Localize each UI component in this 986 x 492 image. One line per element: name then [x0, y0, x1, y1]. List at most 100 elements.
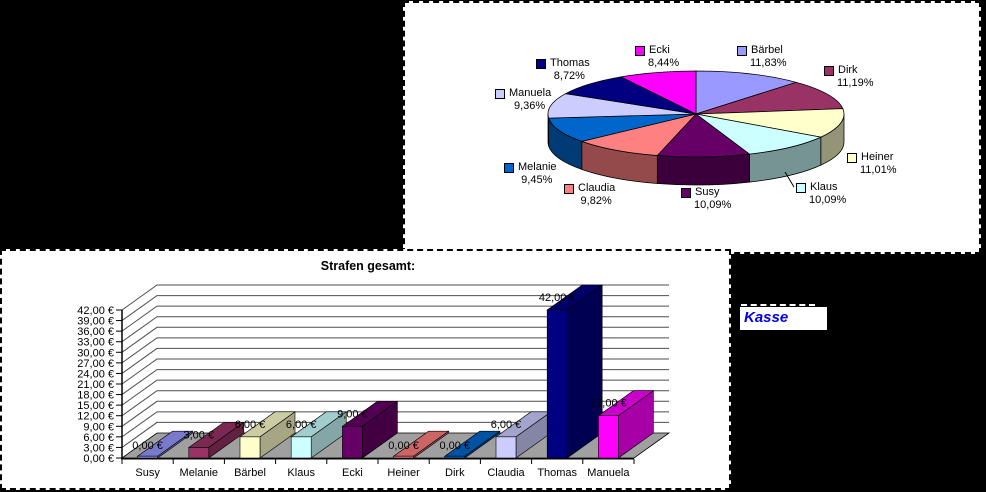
bar-value-label: 0,00 €: [440, 440, 471, 452]
y-tick-label: 0,00 €: [83, 453, 114, 465]
gridline: [121, 326, 669, 353]
x-category-label: Claudia: [487, 467, 525, 479]
pie-label-percent: 11,01%: [860, 164, 897, 176]
y-tick-label: 12,00 €: [77, 411, 114, 423]
pie-data-label[interactable]: Thomas 8,72%: [536, 57, 590, 83]
pie-data-label[interactable]: Dirk 11,19%: [824, 64, 874, 90]
pie-label-percent: 10,09%: [694, 199, 732, 211]
y-tick-label: 39,00 €: [77, 316, 114, 328]
y-tick-label: 24,00 €: [77, 368, 114, 380]
legend-marker: [737, 45, 747, 56]
legend-marker: [796, 182, 806, 193]
pie-label-name: Claudia: [578, 182, 616, 194]
pie-label-name: Melanie: [518, 161, 557, 173]
y-tick-label: 30,00 €: [77, 347, 114, 359]
pie-chart-object[interactable]: Bärbel 11,83% Dirk 11,19% Heiner 11,01% Klaus 1…: [403, 1, 981, 254]
pie-slice[interactable]: [695, 70, 798, 115]
bar-side-face[interactable]: [566, 284, 603, 459]
bar-value-label: 6,00 €: [286, 419, 317, 431]
gridline: [121, 400, 669, 427]
bar-column[interactable]: [188, 447, 210, 459]
x-category-label: Melanie: [180, 467, 219, 479]
gridline: [121, 379, 669, 406]
bar-column[interactable]: [290, 436, 312, 459]
gridline: [121, 421, 669, 448]
gridline: [121, 358, 669, 385]
bar-chart-title: Strafen gesamt:: [321, 259, 415, 273]
pie-data-label[interactable]: Heiner 11,01%: [847, 151, 897, 177]
y-tick-label: 36,00 €: [77, 326, 114, 338]
y-tick-label: 21,00 €: [77, 379, 114, 391]
gridline: [121, 390, 669, 417]
pie-label-name: Bärbel: [751, 44, 783, 56]
pie-data-label[interactable]: Klaus 10,09%: [796, 181, 846, 207]
pie-label-percent: 11,19%: [837, 77, 874, 89]
selection-ants: [741, 304, 815, 306]
y-tick-label: 6,00 €: [83, 432, 114, 444]
legend-marker: [564, 183, 574, 194]
legend-marker: [635, 45, 645, 56]
y-tick-label: 3,00 €: [83, 442, 114, 454]
gridline: [121, 295, 669, 321]
pie-data-label[interactable]: Claudia 9,82%: [564, 182, 615, 208]
x-category-label: Dirk: [445, 467, 465, 479]
pie-label-percent: 9,36%: [514, 100, 546, 112]
bar-column[interactable]: [444, 455, 466, 459]
bar-value-label: 6,00 €: [491, 419, 522, 431]
bar-column[interactable]: [546, 309, 568, 459]
pie-slice[interactable]: [656, 113, 751, 158]
bar-chart-object[interactable]: Strafen gesamt: 0,00 €3,00 €6,00 €9,00 €…: [0, 249, 731, 490]
bar-value-label: 12,00 €: [590, 398, 627, 410]
pie-data-label[interactable]: Melanie 9,45%: [504, 161, 557, 187]
pie-slice[interactable]: [695, 81, 844, 115]
pie-label-leader-line: [784, 171, 795, 188]
pie-data-label[interactable]: Susy 10,09%: [681, 186, 731, 212]
x-category-label: Klaus: [287, 467, 315, 479]
pie-label-percent: 10,09%: [809, 194, 847, 206]
pie-slice[interactable]: [695, 113, 823, 155]
pie-slice[interactable]: [695, 108, 845, 138]
pie-label-name: Susy: [695, 186, 720, 198]
kasse-label: Kasse: [744, 309, 789, 326]
gridline: [121, 305, 669, 332]
pie-label-name: Thomas: [550, 57, 590, 69]
pie-data-label[interactable]: Ecki 8,44%: [635, 44, 679, 70]
pie-label-name: Manuela: [509, 87, 552, 99]
bar-column[interactable]: [342, 425, 363, 459]
bar-column[interactable]: [137, 455, 158, 459]
pie-label-percent: 11,83%: [750, 57, 787, 69]
y-tick-label: 33,00 €: [77, 337, 114, 349]
kasse-cell[interactable]: Kasse: [740, 307, 827, 330]
legend-marker: [681, 187, 691, 198]
pie-slice[interactable]: [619, 70, 697, 115]
pie-data-label[interactable]: Bärbel 11,83%: [737, 44, 787, 70]
bar-value-label: 0,00 €: [388, 440, 419, 452]
pie-slice[interactable]: [547, 93, 697, 119]
bar-value-label: 42,00 €: [539, 292, 576, 304]
pie-label-percent: 8,72%: [553, 70, 585, 82]
bar-value-label: 9,00 €: [337, 408, 368, 420]
gridline: [121, 347, 669, 374]
gridline: [121, 411, 669, 438]
pie-data-label[interactable]: Manuela 9,36%: [495, 87, 551, 113]
bar-column[interactable]: [393, 455, 414, 459]
bar-value-label: 0,00 €: [132, 440, 163, 452]
legend-marker: [536, 58, 546, 69]
y-tick-label: 42,00 €: [77, 305, 114, 317]
gridline: [121, 316, 669, 343]
pie-label-name: Klaus: [810, 181, 838, 193]
bar-column[interactable]: [598, 415, 619, 459]
pie-slice[interactable]: [548, 113, 697, 142]
bar-chart: Strafen gesamt: 0,00 €3,00 €6,00 €9,00 €…: [77, 259, 671, 479]
bar-column[interactable]: [495, 436, 517, 459]
x-category-label: Ecki: [342, 467, 363, 479]
y-tick-label: 18,00 €: [77, 390, 114, 402]
pie-slice[interactable]: [580, 113, 698, 156]
legend-marker: [824, 65, 834, 76]
legend-marker: [847, 152, 857, 163]
bar-column[interactable]: [239, 436, 261, 459]
pie-label-name: Dirk: [838, 64, 858, 76]
y-tick-label: 15,00 €: [77, 400, 114, 412]
gridline: [121, 284, 669, 311]
